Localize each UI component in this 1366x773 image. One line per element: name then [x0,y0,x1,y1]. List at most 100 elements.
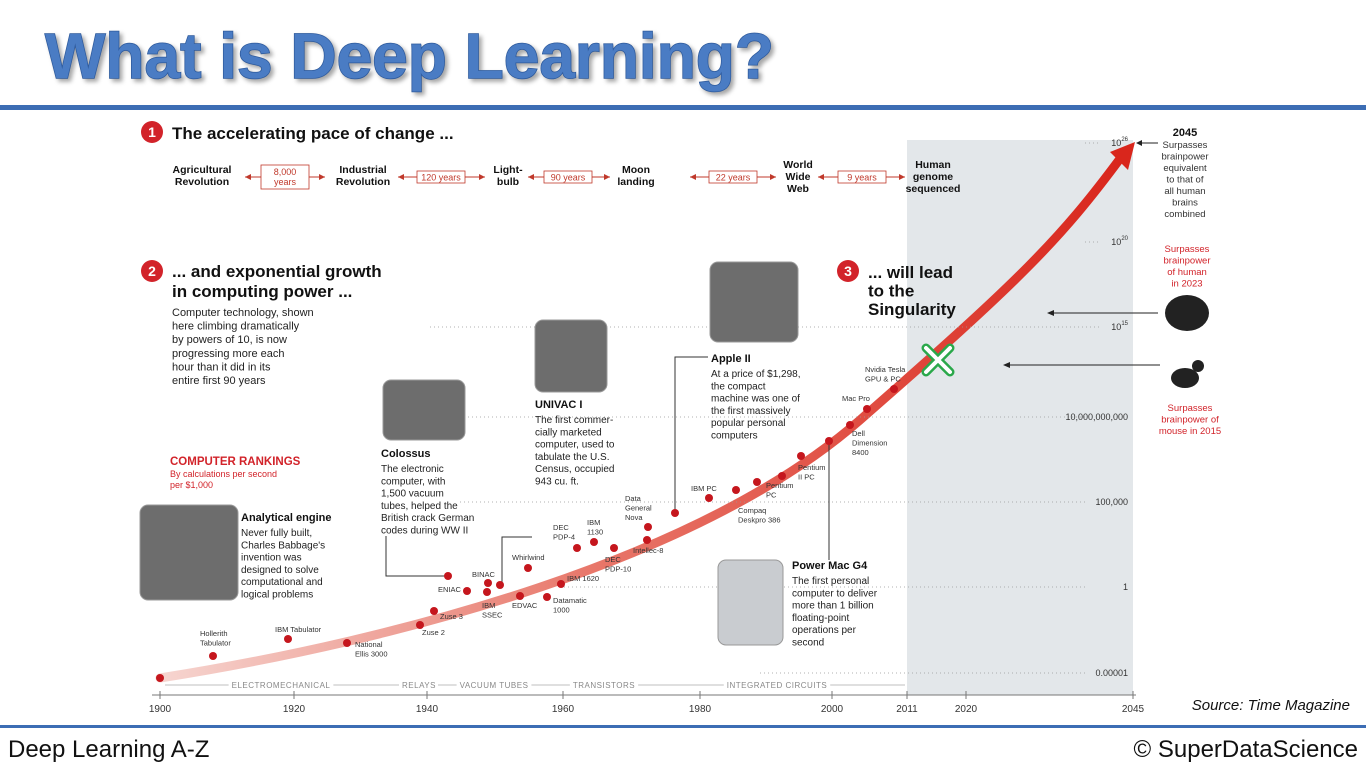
curve-point [557,580,565,588]
point-label: IBM PC [691,484,717,493]
point-label: Hollerith [200,629,228,638]
curve-point [705,494,713,502]
gap-arrowhead [398,174,404,180]
step-number: 3 [844,263,852,279]
note-text: Surpasses [1163,140,1208,151]
step-number: 2 [148,263,156,279]
era-bg [569,680,639,690]
gap-arrowhead [245,174,251,180]
gap-label: 8,000 [274,167,297,177]
curve-point [573,544,581,552]
curve-point [156,674,164,682]
y-tick-label: 1020 [1111,236,1128,247]
x-tick-label: 1980 [689,704,712,715]
rankings-title: COMPUTER RANKINGS [170,456,301,468]
section-title: The accelerating pace of change ... [172,124,454,143]
callout-text: tabulate the U.S. [535,452,610,463]
note-arrowhead [1003,362,1010,368]
timeline-event: World [783,159,813,171]
timeline-event: Wide [786,171,811,183]
callout-text: computer, with [381,476,445,487]
y-tick-base: 0.00001 [1095,668,1128,678]
point-label: Datamatic [553,596,587,605]
curve-point [890,385,898,393]
callout-text: floating-point [792,613,849,624]
timeline-event: Revolution [336,176,390,188]
callout-text: logical problems [241,590,313,601]
curve-point [416,621,424,629]
curve-point [524,564,532,572]
point-label: Zuse 2 [422,628,445,637]
gap-arrowhead [604,174,610,180]
gap-arrowhead [690,174,696,180]
x-tick-label: 2000 [821,704,844,715]
curve-point [671,509,679,517]
y-tick-label: 10,000,000,000 [1065,412,1128,422]
note-text: combined [1164,209,1205,220]
curve-point [516,592,524,600]
y-tick-base: 10 [1111,138,1121,148]
gap-box [708,170,758,184]
timeline-event: Web [787,183,809,195]
gap-box [837,170,887,184]
section-text: entire first 90 years [172,375,266,387]
y-tick-base: 10 [1111,322,1121,332]
section-title: in computing power ... [172,282,352,301]
x-tick-label: 1940 [416,704,439,715]
callout-text: operations per [792,625,857,636]
slide-title: What is Deep Learning? [45,20,774,92]
timeline-event: Human [915,159,951,171]
point-label: Ellis 3000 [355,650,388,659]
bottom-rule [0,725,1366,728]
note-text: brainpower of [1161,415,1219,426]
mouse-head [1192,360,1204,372]
y-tick-exp: 15 [1121,321,1128,327]
x-tick-label: 2045 [1122,704,1145,715]
callout-text: The first commer- [535,415,613,426]
callout-image [382,379,466,441]
timeline-event: genome [913,171,953,183]
note-text: in 2023 [1171,279,1202,290]
section-title: Singularity [868,300,956,319]
point-label: Dimension [852,439,887,448]
point-label: II PC [798,473,815,482]
callout-text: second [792,638,824,649]
y-tick-label: 1 [1123,582,1128,592]
callout-title: UNIVAC I [535,399,582,411]
callout-text: machine was one of [711,394,800,405]
point-label: IBM [587,518,600,527]
y-tick-label: 1015 [1111,321,1128,332]
gap-arrowhead [899,174,905,180]
curve-point [825,437,833,445]
gap-box [543,170,593,184]
gap-box [416,170,466,184]
curve-point [863,405,871,413]
section-text: Computer technology, shown [172,307,314,319]
era-bg [228,680,334,690]
gap-arrowhead [528,174,534,180]
gap-arrowhead [479,174,485,180]
callout-text: computer, used to [535,440,615,451]
y-tick-label: 100,000 [1095,497,1128,507]
gap-arrowhead [770,174,776,180]
point-label: Pentium [798,463,826,472]
gap-label: 90 years [551,173,586,183]
callout-text: 1,500 vacuum [381,489,444,500]
callout-text: codes during WW II [381,526,468,537]
callout-text: the first massively [711,406,790,417]
rankings-subtitle: By calculations per second [170,469,277,479]
curve-point [444,572,452,580]
singularity-mark [921,343,955,377]
callout-text: The first personal [792,576,869,587]
callout-title: Apple II [711,353,751,365]
timeline-event: Agricultural [173,164,232,176]
era-label: ELECTROMECHANICAL [232,681,331,690]
curve-point [483,588,491,596]
curve-point [543,593,551,601]
callout-text: the compact [711,381,766,392]
x-tick-label: 1900 [149,704,172,715]
point-label: Data [625,494,642,503]
note-text: brainpower [1164,256,1211,267]
point-label: Compaq [738,506,766,515]
